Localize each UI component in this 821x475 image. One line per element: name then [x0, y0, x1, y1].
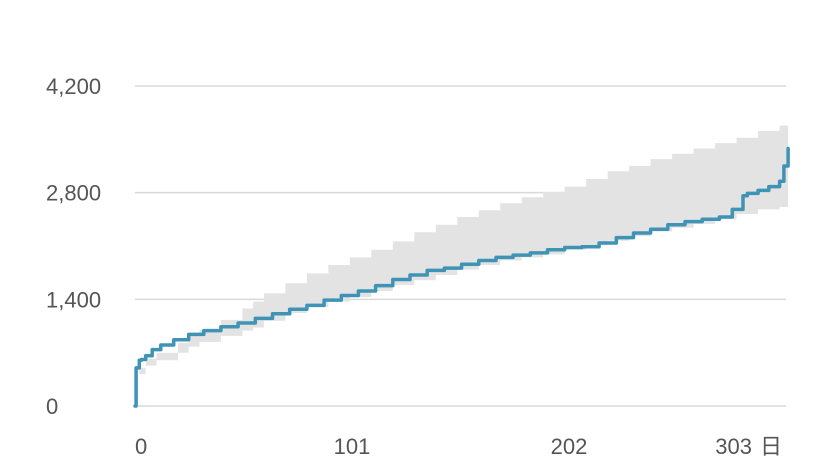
x-tick-label: 202	[551, 434, 588, 459]
series-line	[133, 146, 790, 408]
y-tick-label: 4,200	[46, 74, 101, 99]
y-tick-label: 0	[46, 394, 58, 419]
x-axis-unit-label: 日	[760, 434, 782, 459]
y-tick-label: 1,400	[46, 287, 101, 312]
y-tick-label: 2,800	[46, 181, 101, 206]
x-tick-label: 303	[715, 434, 752, 459]
grid-layer	[135, 85, 786, 407]
y-axis-tick-labels: 0 1,400 2,800 4,200	[46, 74, 101, 419]
x-axis-tick-labels: 0 101 202 303	[135, 434, 752, 459]
x-tick-label: 0	[135, 434, 147, 459]
x-tick-label: 101	[334, 434, 371, 459]
line-layer	[133, 146, 790, 408]
